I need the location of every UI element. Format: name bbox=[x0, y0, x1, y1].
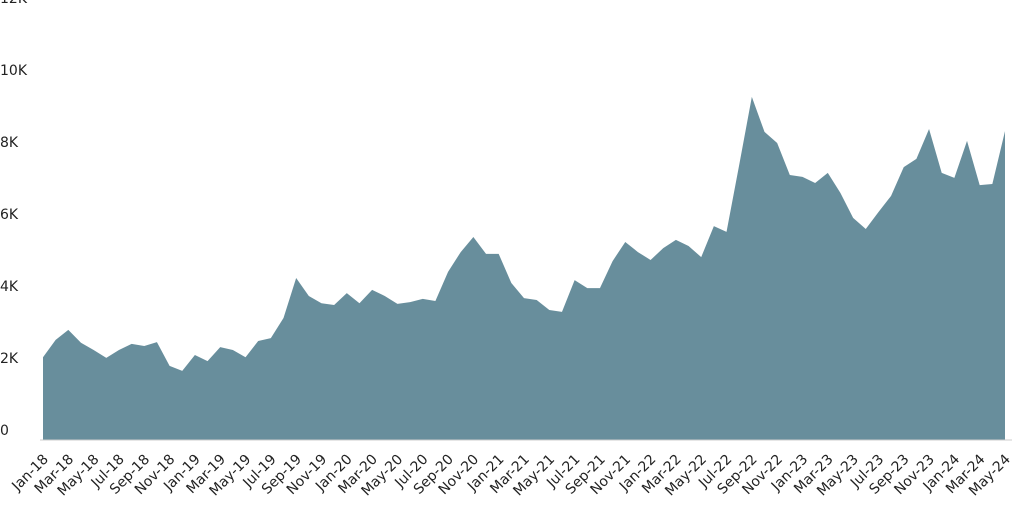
y-tick-label: 12K bbox=[0, 0, 28, 7]
y-tick-label: 4K bbox=[0, 279, 19, 295]
y-tick-label: 2K bbox=[0, 351, 19, 367]
y-tick-label: 10K bbox=[0, 63, 28, 79]
y-tick-label: 8K bbox=[0, 135, 19, 151]
y-tick-label: 6K bbox=[0, 207, 19, 223]
area bbox=[43, 96, 1005, 441]
y-tick-label: 0 bbox=[0, 423, 9, 439]
